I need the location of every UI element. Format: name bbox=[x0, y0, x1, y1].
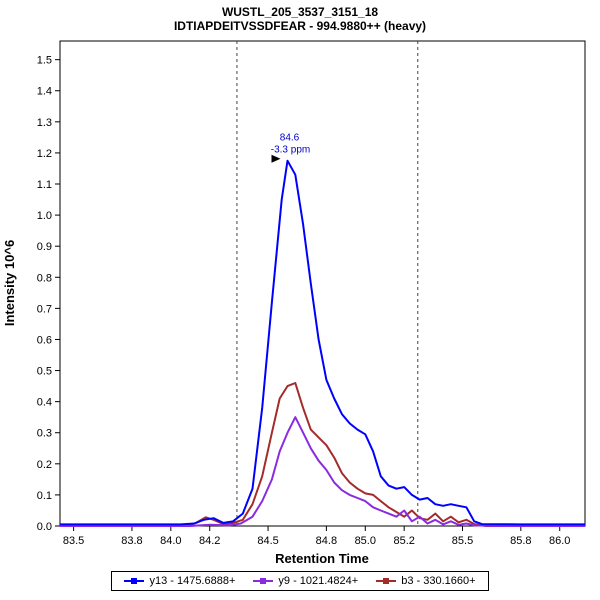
legend-item-b3: b3 - 330.1660+ bbox=[376, 575, 476, 587]
legend-label-b3: b3 - 330.1660+ bbox=[401, 575, 476, 587]
series-line-y13[interactable] bbox=[60, 159, 585, 526]
peak-ppm-label: -3.3 ppm bbox=[271, 145, 310, 156]
series-color-swatch-y13 bbox=[124, 578, 145, 584]
plot-area[interactable] bbox=[59, 40, 586, 527]
legend-row: y13 - 1475.6888+ y9 - 1021.4824+ b3 - 33… bbox=[0, 571, 600, 591]
y-tick-label: 0.5 bbox=[37, 366, 52, 378]
x-tick-label: 84.5 bbox=[257, 535, 278, 547]
x-tick-label: 85.5 bbox=[452, 535, 473, 547]
x-tick-label: 85.2 bbox=[393, 535, 414, 547]
y-tick-label: 0.0 bbox=[37, 521, 52, 533]
y-tick-label: 0.1 bbox=[37, 490, 52, 502]
y-tick-label: 1.0 bbox=[37, 210, 52, 222]
y-tick-label: 0.9 bbox=[37, 241, 52, 253]
y-tick-label: 0.7 bbox=[37, 303, 52, 315]
plot-layer: 83.5 83.8 84.0 84.2 84.5 84.8 85.0 85.2 85.5 85.8… bbox=[37, 41, 585, 547]
x-tick-label: 84.8 bbox=[316, 535, 337, 547]
legend: y13 - 1475.6888+ y9 - 1021.4824+ b3 - 33… bbox=[111, 571, 489, 591]
y-tick-label: 0.6 bbox=[37, 334, 52, 346]
peak-rt-label: 84.6 bbox=[280, 133, 300, 144]
legend-item-y13: y13 - 1475.6888+ bbox=[124, 575, 235, 587]
chart-header: WUSTL_205_3537_3151_18 IDTIAPDEITVSSDFEA… bbox=[0, 0, 600, 33]
y-tick-label: 1.3 bbox=[37, 117, 52, 129]
y-tick-label: 0.8 bbox=[37, 272, 52, 284]
x-tick-label: 84.0 bbox=[160, 535, 181, 547]
y-tick-label: 0.2 bbox=[37, 459, 52, 471]
series-color-swatch-b3 bbox=[376, 578, 397, 584]
series-line-y9[interactable] bbox=[60, 416, 585, 527]
y-tick-label: 0.4 bbox=[37, 397, 52, 409]
x-tick-label: 83.5 bbox=[63, 535, 84, 547]
chart-subtitle: IDTIAPDEITVSSDFEAR - 994.9880++ (heavy) bbox=[173, 19, 427, 33]
legend-item-y9: y9 - 1021.4824+ bbox=[253, 575, 358, 587]
peak-pointer-icon bbox=[271, 154, 281, 163]
y-tick-label: 1.4 bbox=[37, 86, 52, 98]
x-tick-label: 84.2 bbox=[199, 535, 220, 547]
y-tick-label: 0.3 bbox=[37, 428, 52, 440]
legend-label-y9: y9 - 1021.4824+ bbox=[278, 575, 359, 587]
x-tick-label: 86.0 bbox=[549, 535, 570, 547]
y-tick-label: 1.5 bbox=[37, 55, 52, 67]
x-axis-title: Retention Time bbox=[275, 551, 369, 566]
y-tick-label: 1.2 bbox=[37, 148, 52, 160]
y-tick-label: 1.1 bbox=[37, 179, 52, 191]
x-tick-label: 85.0 bbox=[355, 535, 376, 547]
series-line-b3[interactable] bbox=[60, 382, 585, 527]
x-tick-label: 85.8 bbox=[510, 535, 531, 547]
y-axis-title: Intensity 10^6 bbox=[2, 240, 17, 326]
legend-label-y13: y13 - 1475.6888+ bbox=[149, 575, 236, 587]
chromatogram-plot[interactable]: 83.5 83.8 84.0 84.2 84.5 84.8 85.0 85.2 85.5 85.8… bbox=[0, 33, 600, 568]
series-color-swatch-y9 bbox=[253, 578, 274, 584]
chart-title: WUSTL_205_3537_3151_18 bbox=[221, 5, 379, 19]
peak-annotation: 84.6 -3.3 ppm bbox=[271, 133, 310, 163]
x-tick-label: 83.8 bbox=[121, 535, 142, 547]
